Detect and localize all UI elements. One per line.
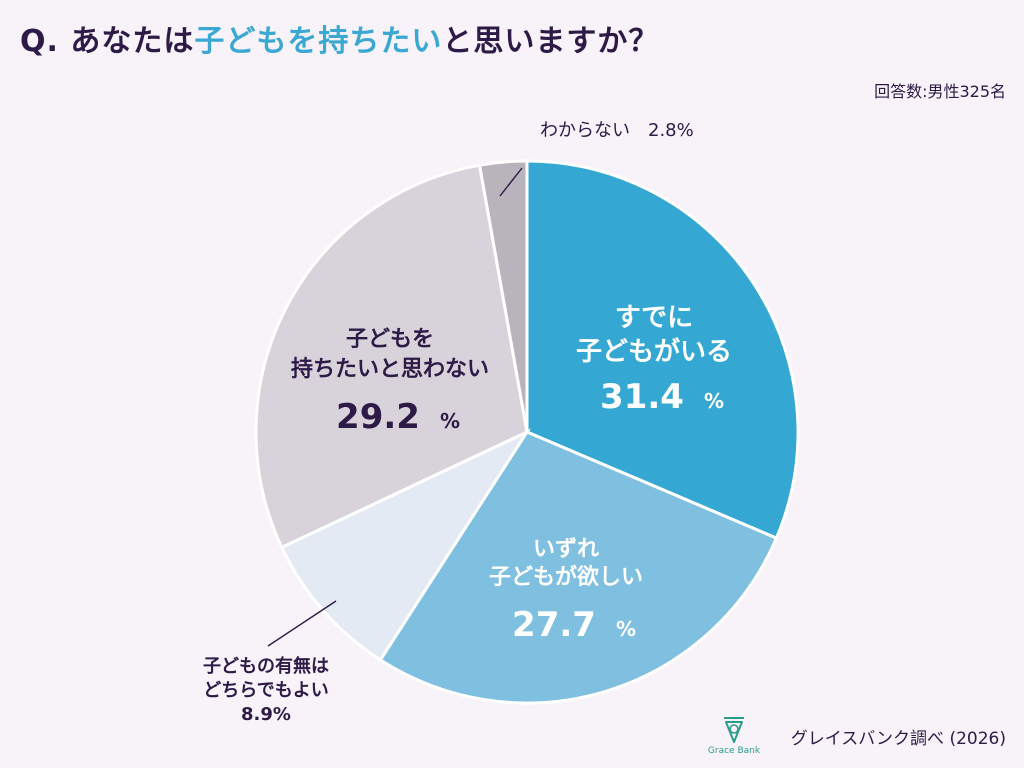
pie-slice — [279, 428, 532, 662]
slice-unit: % — [704, 389, 724, 413]
slice-label: 子どもがいる — [576, 336, 732, 367]
slice-label: 子どもが欲しい — [489, 564, 643, 590]
slice-label: 持ちたいと思わない — [291, 357, 489, 382]
title-prefix: Q. あなたは — [20, 24, 195, 59]
logo-text: Grace Bank — [707, 746, 761, 756]
pie-slices — [254, 159, 800, 705]
slice-label: いずれ — [533, 537, 599, 562]
leader-line — [267, 600, 337, 647]
leader-lines — [267, 167, 523, 647]
title-highlight: 子どもを持ちたい — [194, 24, 443, 59]
slice-label: 子どもを — [346, 327, 434, 352]
slice-value: 27.7 — [512, 605, 596, 645]
slice-label: 子どもの有無は — [203, 655, 329, 677]
chart-title: Q. あなたは子どもを持ちたいと思いますか？ — [20, 16, 659, 60]
slice-value: 8.9% — [241, 704, 291, 725]
slice-unit: % — [616, 617, 636, 641]
grace-bank-logo-icon — [724, 717, 744, 743]
pie-slice — [477, 159, 529, 433]
source-note: グレイスバンク調べ (2026) — [790, 729, 1006, 749]
pie-slice — [525, 159, 800, 541]
slice-value: 31.4 — [600, 377, 684, 417]
slice-label: すでに — [615, 303, 693, 333]
pie-slice — [254, 163, 529, 550]
pie-slice — [378, 430, 779, 705]
grace-bank-logo: Grace Bank — [706, 714, 762, 760]
leader-line — [499, 167, 523, 197]
slice-label: わからない 2.8% — [540, 120, 694, 141]
slice-value: 29.2 — [336, 397, 420, 437]
title-suffix: と思いますか？ — [442, 24, 660, 59]
sample-size-note: 回答数:男性325名 — [874, 82, 1006, 101]
slice-unit: % — [440, 409, 460, 433]
slice-label: どちらでもよい — [203, 680, 328, 701]
